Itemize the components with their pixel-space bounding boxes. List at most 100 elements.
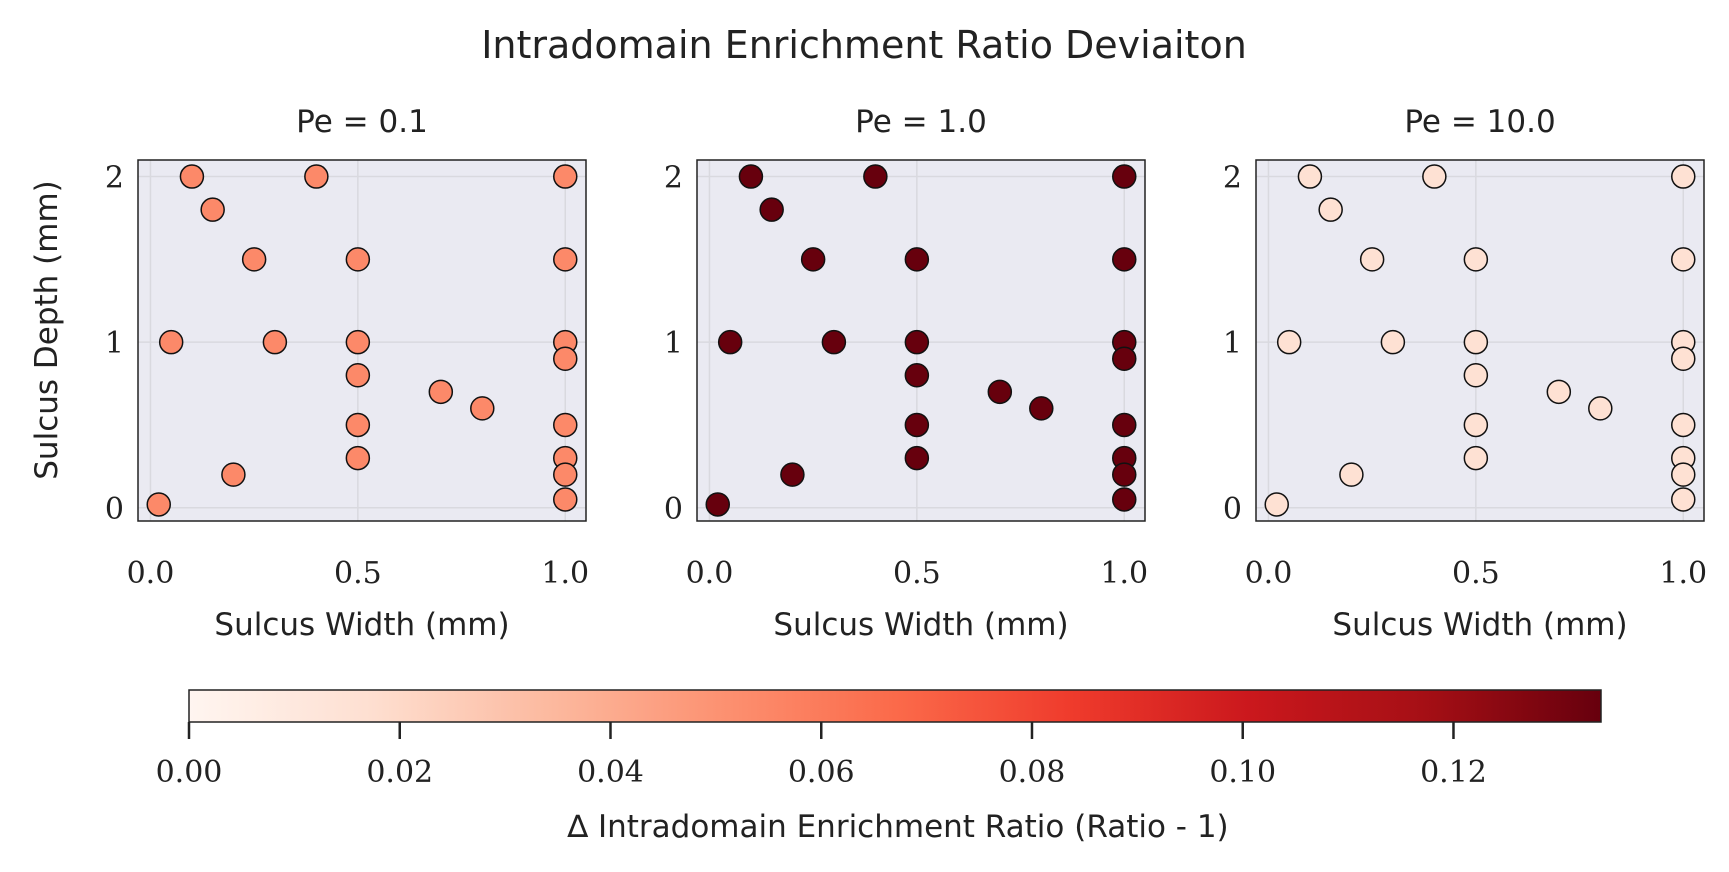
scatter-panel-1: Pe = 0.1 0.0 0.5 1.0 0 1 2 Sulcus Width (mm): [105, 104, 589, 643]
x-tick-label: 0.5: [334, 556, 382, 591]
colorbar-tick-label: 0.00: [156, 755, 223, 790]
colorbar: 0.00 0.02 0.04 0.06 0.08 0.10 0.12: [156, 689, 1602, 790]
data-point: [221, 462, 246, 487]
data-point: [1297, 164, 1323, 189]
colorbar-label: ∆ Intradomain Enrichment Ratio (Ratio - …: [566, 809, 1228, 845]
y-tick-label: 1: [1223, 326, 1242, 361]
data-point: [904, 329, 930, 355]
data-point: [1112, 346, 1137, 371]
data-point: [904, 445, 930, 471]
plot-frame: [696, 159, 1146, 522]
x-tick-label: 0.0: [1245, 556, 1293, 591]
data-point: [1339, 462, 1364, 487]
data-point: [904, 363, 930, 388]
data-point: [1671, 164, 1696, 189]
data-point: [345, 412, 371, 438]
y-tick-label: 2: [664, 161, 683, 196]
data-point: [1671, 487, 1696, 512]
data-point: [1380, 329, 1406, 355]
data-point: [241, 247, 267, 272]
x-tick-label: 1.0: [541, 556, 589, 591]
data-point: [1276, 329, 1302, 355]
data-point: [1463, 329, 1489, 355]
data-point: [821, 329, 847, 355]
data-point: [304, 164, 329, 189]
data-point: [179, 164, 205, 189]
data-point: [1112, 247, 1137, 272]
data-point: [553, 164, 578, 189]
data-point: [553, 412, 578, 438]
data-point: [904, 247, 930, 272]
y-tick-label: 0: [664, 492, 683, 527]
y-tick-label: 1: [105, 326, 124, 361]
data-point: [1422, 164, 1447, 189]
data-point: [345, 329, 371, 355]
data-point: [759, 197, 784, 222]
data-point: [1112, 412, 1137, 438]
panel-title: Pe = 10.0: [1404, 104, 1555, 140]
data-point: [470, 396, 495, 421]
data-point: [987, 379, 1013, 405]
data-point: [1671, 247, 1696, 272]
data-point: [1463, 445, 1489, 471]
data-point: [1318, 197, 1343, 222]
x-tick-label: 0.5: [1452, 556, 1500, 591]
scatter-panel-3: Pe = 10.0 0.0 0.5 1.0 0 1 2 Sulcus Width (mm): [1223, 104, 1707, 643]
data-point: [1671, 346, 1696, 371]
data-point: [1264, 492, 1289, 517]
data-point: [345, 445, 371, 471]
data-point: [146, 492, 171, 517]
y-tick-label: 0: [105, 492, 124, 527]
panel-title: Pe = 1.0: [855, 104, 987, 140]
data-point: [717, 329, 743, 355]
data-point: [1029, 396, 1054, 421]
data-point: [553, 346, 578, 371]
data-point: [863, 164, 888, 189]
panel-title: Pe = 0.1: [296, 104, 428, 140]
data-point: [1463, 412, 1489, 438]
data-point: [200, 197, 225, 222]
data-point: [158, 329, 184, 355]
x-tick-label: 0.0: [127, 556, 175, 591]
plot-frame: [137, 159, 587, 522]
data-point: [1463, 247, 1489, 272]
colorbar-gradient: [188, 689, 1602, 723]
data-point: [428, 379, 454, 405]
data-point: [262, 329, 288, 355]
data-point: [738, 164, 764, 189]
data-point: [1359, 247, 1385, 272]
plot-frame: [1255, 159, 1705, 522]
data-point: [705, 492, 730, 517]
data-point: [1588, 396, 1613, 421]
x-tick-label: 0.5: [893, 556, 941, 591]
data-point: [553, 462, 578, 487]
colorbar-tick-label: 0.12: [1420, 755, 1487, 790]
y-tick-label: 1: [664, 326, 683, 361]
data-point: [1546, 379, 1572, 405]
shared-y-axis-label: Sulcus Depth (mm): [29, 180, 65, 480]
data-point: [553, 487, 578, 512]
data-point: [1671, 462, 1696, 487]
colorbar-tick-label: 0.10: [1209, 755, 1276, 790]
x-axis-label: Sulcus Width (mm): [214, 607, 509, 643]
x-axis-label: Sulcus Width (mm): [1332, 607, 1627, 643]
x-tick-label: 1.0: [1659, 556, 1707, 591]
x-tick-label: 1.0: [1100, 556, 1148, 591]
data-point: [1463, 363, 1489, 388]
data-point: [780, 462, 805, 487]
figure-title: Intradomain Enrichment Ratio Deviaiton: [481, 23, 1247, 67]
data-point: [800, 247, 826, 272]
panels: Pe = 0.1 0.0 0.5 1.0 0 1 2 Sulcus Width (mm) Pe …: [105, 104, 1707, 643]
data-point: [345, 247, 371, 272]
data-point: [904, 412, 930, 438]
data-point: [1671, 412, 1696, 438]
data-point: [1112, 487, 1137, 512]
colorbar-tick-label: 0.02: [366, 755, 433, 790]
colorbar-tick-label: 0.08: [999, 755, 1066, 790]
x-axis-label: Sulcus Width (mm): [773, 607, 1068, 643]
data-point: [1112, 462, 1137, 487]
y-tick-label: 0: [1223, 492, 1242, 527]
x-tick-label: 0.0: [686, 556, 734, 591]
data-point: [1112, 164, 1137, 189]
